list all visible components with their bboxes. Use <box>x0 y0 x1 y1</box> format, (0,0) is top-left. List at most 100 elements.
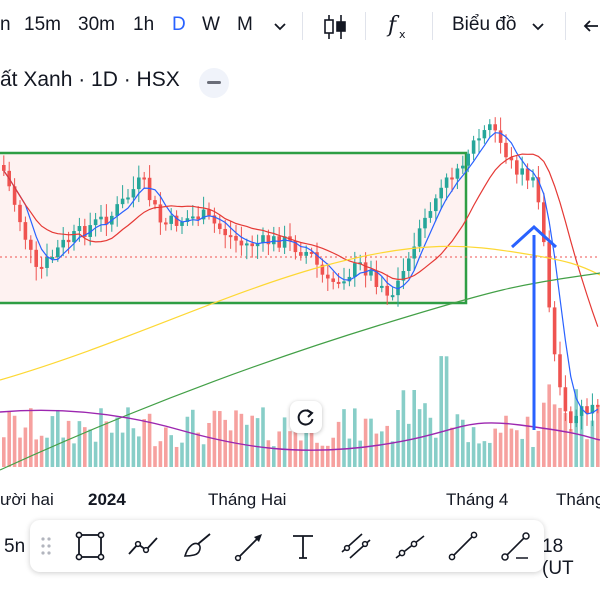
timeframe-d[interactable]: D <box>172 14 186 35</box>
candle-body <box>261 235 265 244</box>
x-axis-label: Tháng Hai <box>208 490 287 509</box>
indicators-fx-icon[interactable]: f x <box>385 10 415 42</box>
volume-bar <box>390 441 395 467</box>
volume-bar <box>585 439 589 467</box>
candle-body <box>29 239 33 250</box>
candle-body <box>2 165 6 171</box>
brush-icon[interactable] <box>180 528 216 564</box>
chevron-down-icon[interactable] <box>528 16 548 36</box>
volume-bar <box>196 432 200 467</box>
candle-body <box>434 198 438 212</box>
candle-body <box>590 404 595 414</box>
bottom-left-label[interactable]: 5n <box>4 536 26 557</box>
candle-body <box>137 177 141 190</box>
timezone-label[interactable]: 18 (UT <box>542 536 574 579</box>
candle-body <box>569 411 573 424</box>
volume-bar <box>299 440 303 467</box>
candle-body <box>353 263 357 277</box>
candle-body <box>196 216 200 220</box>
candle-body <box>455 168 460 179</box>
candle-body <box>412 246 416 259</box>
timeframe-partial[interactable]: n <box>0 14 11 35</box>
candle-body <box>466 153 470 166</box>
candle-body <box>18 204 22 223</box>
volume-bar <box>223 419 227 467</box>
candle-body <box>498 130 503 143</box>
text-tool-icon[interactable] <box>285 528 321 564</box>
candle-body <box>417 228 422 247</box>
timeframe-30m[interactable]: 30m <box>78 14 115 35</box>
candle-body <box>536 177 541 203</box>
volume-bar <box>137 436 141 467</box>
volume-bar <box>439 356 443 467</box>
back-arrow-icon[interactable] <box>580 16 600 36</box>
rectangle-icon[interactable] <box>72 528 108 564</box>
volume-bar <box>174 446 179 467</box>
candle-body <box>272 236 276 245</box>
volume-bar <box>293 430 298 467</box>
annotation-arrow-head <box>510 224 558 249</box>
trend-path-icon[interactable] <box>125 528 161 564</box>
volume-bar <box>466 442 470 467</box>
reset-icon <box>297 409 314 426</box>
candle-body <box>99 216 103 220</box>
volume-bar <box>444 356 449 467</box>
timeframe-w[interactable]: W <box>202 14 220 35</box>
volume-bar <box>77 421 82 467</box>
volume-bar <box>353 408 357 467</box>
volume-bar <box>590 420 595 467</box>
volume-bar <box>23 427 28 467</box>
volume-bar <box>66 420 71 467</box>
candle-body <box>212 215 217 224</box>
volume-bar <box>93 441 98 467</box>
volume-bar <box>536 430 541 467</box>
volume-bar <box>120 432 125 467</box>
chevron-down-icon[interactable] <box>270 16 290 36</box>
price-chart[interactable] <box>0 95 600 475</box>
volume-bar <box>504 415 508 467</box>
candle-body <box>552 307 557 355</box>
line-icon[interactable] <box>445 528 481 564</box>
candle-body <box>401 270 406 281</box>
volume-bar <box>407 423 411 467</box>
candles-icon[interactable] <box>322 12 348 42</box>
volume-bar <box>358 440 362 467</box>
arrow-icon[interactable] <box>232 528 268 564</box>
volume-bar <box>428 417 433 467</box>
chart-type-menu[interactable]: Biểu đồ <box>452 14 517 35</box>
volume-bar <box>488 442 492 467</box>
parallel-channel-icon[interactable] <box>338 528 374 564</box>
divider <box>432 12 433 40</box>
collapse-legend-button[interactable] <box>199 68 229 98</box>
x-axis-label: ười hai <box>0 490 54 509</box>
candle-body <box>174 215 179 226</box>
volume-bar <box>169 435 173 467</box>
candle-body <box>245 243 249 246</box>
volume-bar <box>18 437 22 467</box>
timeframe-1h[interactable]: 1h <box>133 14 155 35</box>
ray-icon[interactable] <box>392 528 428 564</box>
candle-body <box>326 274 330 279</box>
candle-body <box>558 354 562 388</box>
volume-bar <box>131 428 136 467</box>
fib-icon[interactable] <box>498 528 534 564</box>
candle-body <box>342 281 346 284</box>
volume-bar <box>569 429 573 467</box>
timeframe-15m[interactable]: 15m <box>24 14 61 35</box>
drag-handle-icon[interactable] <box>40 536 52 556</box>
volume-bar <box>498 432 503 467</box>
volume-bar <box>552 404 557 467</box>
timeframe-m[interactable]: M <box>237 14 253 35</box>
candle-body <box>585 406 589 414</box>
ma-long-line <box>0 245 600 381</box>
reset-chart-button[interactable] <box>290 401 322 433</box>
candle-body <box>207 209 211 216</box>
candle-body <box>493 124 497 131</box>
candle-body <box>396 280 400 296</box>
volume-bar <box>245 424 249 467</box>
candle-body <box>93 219 98 226</box>
candle-body <box>525 168 530 181</box>
volume-bar <box>434 437 438 467</box>
volume-bar <box>412 390 416 467</box>
candle-body <box>131 189 136 198</box>
